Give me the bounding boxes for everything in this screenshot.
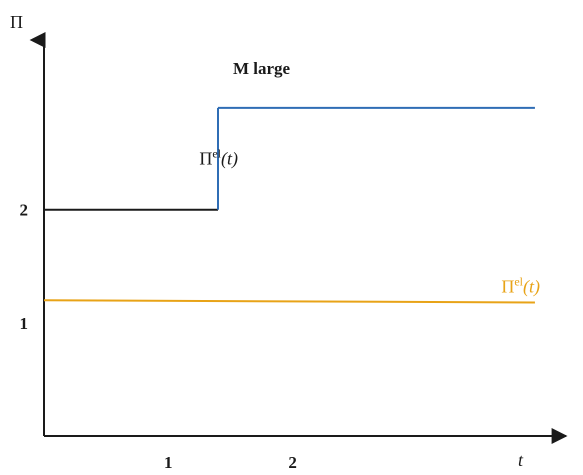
series-2-segment-1	[43, 299, 535, 304]
y-tick-label-2: 2	[20, 201, 29, 220]
y-axis-label: Π	[10, 12, 23, 32]
series-1-label-sup: el	[212, 146, 221, 160]
series-2-label-sup: el	[514, 274, 523, 288]
y-tick-label-1: 1	[20, 314, 29, 333]
x-tick-label-1: 1	[164, 453, 173, 472]
series-1-label: Πel(t)	[199, 146, 238, 169]
series-2-label-base: Π	[501, 276, 514, 296]
x-tick-label-2: 2	[288, 453, 297, 472]
series-1-label-base: Π	[199, 148, 212, 168]
labels-layer: Πel(t)Πel(t)M large	[199, 59, 540, 297]
series-1-label-arg: (t)	[221, 148, 238, 169]
series-2-label-arg: (t)	[523, 276, 540, 297]
series-2-label: Πel(t)	[501, 274, 540, 297]
annotation-1: M large	[233, 59, 291, 78]
series-layer	[43, 106, 535, 304]
x-axis-label: t	[518, 450, 524, 470]
ticks-layer: 1 2 1 2	[20, 201, 297, 472]
